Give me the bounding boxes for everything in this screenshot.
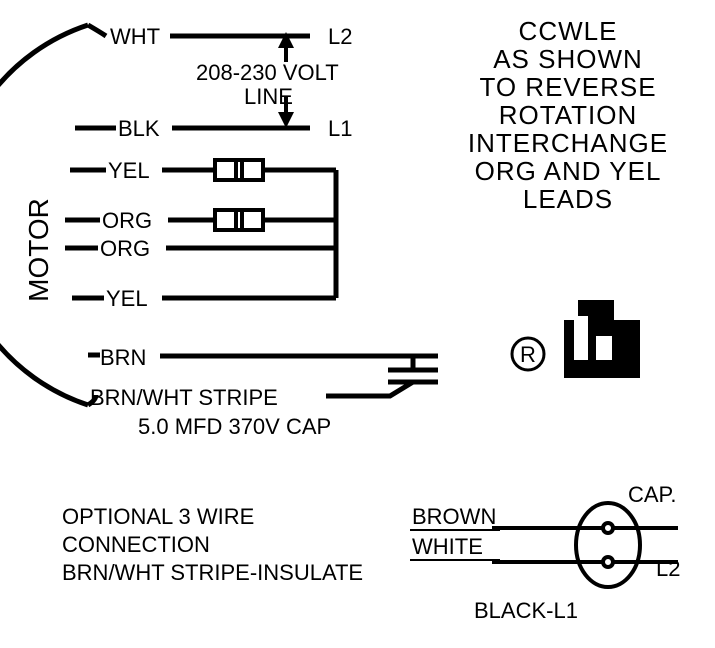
lead-brnwht: BRN/WHT STRIPE: [90, 385, 278, 410]
opt-brown: BROWN: [412, 504, 496, 529]
splice-yel: [215, 160, 263, 180]
capacitor-symbol: [326, 356, 438, 396]
svg-text:ORG AND YEL: ORG AND YEL: [475, 156, 662, 186]
svg-text:OPTIONAL 3 WIRE: OPTIONAL 3 WIRE: [62, 504, 254, 529]
svg-text:AS SHOWN: AS SHOWN: [493, 44, 643, 74]
terminal-l1: L1: [328, 116, 352, 141]
opt-l2: L2: [656, 556, 680, 581]
motor-label: MOTOR: [23, 198, 54, 302]
cap-label: 5.0 MFD 370V CAP: [138, 414, 331, 439]
ul-logo: [564, 300, 640, 378]
optional-diagram: [492, 503, 678, 587]
lead-yel1: YEL: [108, 158, 150, 183]
rotation-note: CCWLE AS SHOWN TO REVERSE ROTATION INTER…: [468, 16, 668, 214]
svg-text:ROTATION: ROTATION: [499, 100, 637, 130]
lead-brn: BRN: [100, 345, 146, 370]
svg-text:CONNECTION: CONNECTION: [62, 532, 210, 557]
voltage-line2: LINE: [244, 84, 293, 109]
svg-text:R: R: [520, 342, 536, 367]
lead-org2: ORG: [100, 236, 150, 261]
svg-text:LEADS: LEADS: [523, 184, 613, 214]
lead-yel2: YEL: [106, 286, 148, 311]
opt-white: WHITE: [412, 534, 483, 559]
voltage-line1: 208-230 VOLT: [196, 60, 339, 85]
splice-org: [215, 210, 263, 230]
r-mark: R: [512, 338, 544, 370]
terminal-l2: L2: [328, 24, 352, 49]
lead-org1: ORG: [102, 208, 152, 233]
opt-black: BLACK-L1: [474, 598, 578, 623]
svg-text:CCWLE: CCWLE: [519, 16, 618, 46]
svg-text:TO REVERSE: TO REVERSE: [479, 72, 656, 102]
lead-blk: BLK: [118, 116, 160, 141]
optional-note: OPTIONAL 3 WIRE CONNECTION BRN/WHT STRIP…: [62, 504, 363, 585]
svg-text:INTERCHANGE: INTERCHANGE: [468, 128, 668, 158]
svg-text:BRN/WHT STRIPE-INSULATE: BRN/WHT STRIPE-INSULATE: [62, 560, 363, 585]
lead-wht: WHT: [110, 24, 160, 49]
opt-cap: CAP.: [628, 482, 677, 507]
